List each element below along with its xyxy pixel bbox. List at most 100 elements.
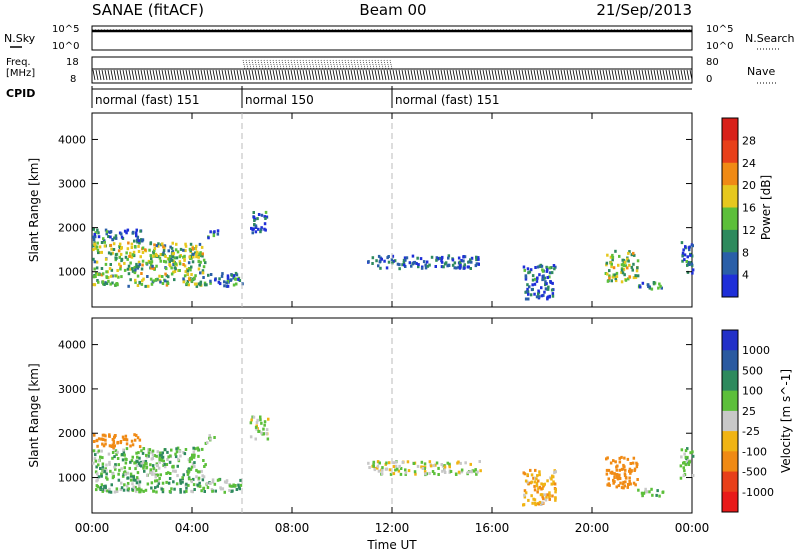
velocity-scatter-cell [95, 484, 99, 488]
velocity-scatter-cell [204, 441, 208, 445]
freq-trace-mark [284, 69, 288, 81]
power-scatter-cell [442, 265, 445, 269]
freq-trace-mark [683, 69, 687, 81]
velocity-scatter-cell [421, 467, 425, 470]
freq-trace-mark [206, 69, 210, 81]
power-colorbar-tick: 12 [742, 224, 756, 237]
power-scatter-cell [626, 266, 629, 270]
power-scatter-cell [546, 276, 549, 279]
freq-trace-mark [344, 69, 348, 81]
power-scatter-cell [684, 245, 687, 249]
power-scatter-cell [158, 256, 162, 260]
freq-trace-mark [623, 69, 627, 81]
time-axis-label: Time UT [366, 538, 417, 552]
power-scatter-cell [623, 273, 626, 277]
power-scatter-cell [403, 256, 407, 260]
power-scatter-cell [659, 284, 662, 288]
power-scatter-cell [681, 251, 685, 255]
power-scatter-cell [203, 283, 207, 287]
velocity-scatter-cell [142, 447, 146, 451]
velocity-scatter-cell [111, 456, 114, 460]
velocity-scatter-cell [605, 468, 609, 472]
power-scatter-cell [195, 255, 198, 259]
freq-trace-mark [308, 69, 312, 81]
velocity-scatter-cell [397, 469, 401, 473]
velocity-scatter-cell [132, 485, 135, 489]
freq-trace-mark [653, 69, 657, 81]
velocity-scatter-cell [448, 465, 451, 469]
freq-trace-mark [245, 69, 249, 81]
velocity-scatter-cell [372, 464, 375, 468]
nave-trace-mark [269, 59, 273, 70]
power-scatter-cell [209, 230, 212, 234]
velocity-scatter-cell [541, 495, 544, 499]
velocity-scatter-cell [129, 472, 133, 476]
velocity-scatter-cell [202, 459, 205, 462]
power-scatter-cell [183, 264, 187, 268]
velocity-scatter-cell [155, 462, 159, 466]
power-scatter-cell [127, 284, 130, 288]
velocity-scatter-cell [184, 448, 188, 451]
freq-trace-mark [680, 69, 684, 81]
nave-trace-mark [272, 59, 276, 70]
power-scatter-cell [541, 278, 544, 282]
power-scatter-cell [96, 248, 100, 252]
power-scatter-cell [469, 258, 472, 262]
power-scatter-cell [197, 267, 201, 271]
freq-trace-mark [470, 69, 474, 81]
freq-trace-mark [686, 69, 690, 81]
freq-trace-mark [122, 69, 126, 81]
velocity-scatter-cell [460, 470, 464, 474]
velocity-scatter-cell [443, 468, 446, 472]
velocity-scatter-cell [175, 482, 179, 486]
noise-left-tick-top: 10^5 [52, 24, 79, 35]
power-scatter-cell [109, 235, 112, 239]
power-scatter-cell [691, 268, 695, 272]
power-scatter-cell [691, 271, 694, 275]
power-scatter-cell [440, 259, 443, 263]
velocity-scatter-cell [618, 456, 621, 460]
velocity-scatter-cell [635, 461, 638, 465]
velocity-scatter-cell [182, 473, 185, 477]
power-scatter-cell [387, 255, 390, 258]
power-scatter-cell [543, 290, 546, 294]
x-tick-label: 08:00 [275, 521, 310, 535]
velocity-scatter-cell [636, 478, 639, 481]
velocity-scatter-cell [687, 463, 691, 466]
power-scatter-cell [474, 264, 478, 268]
power-scatter-cell [157, 255, 160, 259]
power-scatter-cell [157, 244, 160, 248]
power-scatter-cell [220, 274, 224, 278]
nave-trace-mark [278, 59, 282, 70]
velocity-scatter-cell [142, 460, 145, 464]
power-scatter-cell [634, 275, 638, 279]
velocity-scatter-cell [156, 473, 160, 477]
velocity-scatter-cell [368, 466, 371, 469]
nave-trace-mark [293, 59, 297, 70]
velocity-scatter-cell [527, 498, 530, 502]
power-scatter-cell [256, 217, 259, 221]
velocity-scatter-cell [206, 441, 209, 445]
velocity-scatter-cell [388, 461, 391, 465]
power-scatter-cell [467, 260, 470, 264]
velocity-scatter-cell [158, 454, 162, 458]
velocity-scatter-cell [381, 466, 384, 470]
velocity-scatter-cell [254, 425, 258, 429]
velocity-scatter-cell [97, 437, 101, 441]
velocity-scatter-cell [183, 452, 187, 456]
power-scatter-cell [111, 238, 115, 242]
freq-trace-mark [452, 69, 456, 81]
velocity-scatter-cell [392, 461, 396, 465]
power-scatter-cell [125, 231, 128, 235]
power-scatter-cell [217, 280, 221, 284]
velocity-scatter-cell [122, 473, 125, 477]
power-scatter-cell [136, 240, 139, 244]
power-scatter-cell [110, 247, 113, 251]
power-scatter-cell [110, 268, 114, 272]
freq-trace-mark [578, 69, 582, 81]
velocity-scatter-cell [683, 452, 686, 456]
power-scatter-cell [416, 256, 419, 260]
freq-trace-mark [521, 69, 525, 81]
power-scatter-cell [161, 253, 165, 257]
power-scatter-cell [166, 282, 170, 285]
